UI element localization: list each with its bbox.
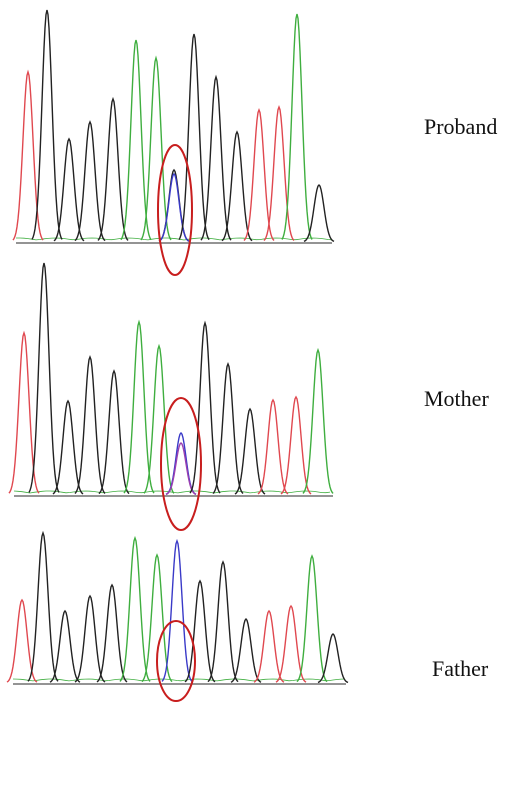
chromatogram-peak (52, 399, 84, 495)
chromatogram-peak (161, 538, 193, 682)
baseline-noise (16, 237, 333, 241)
chromatogram-peak (189, 320, 221, 494)
variant-highlight-ellipse (156, 620, 196, 702)
chromatogram-peak (74, 120, 106, 242)
father-chromatogram (6, 530, 349, 702)
chromatogram-peak (31, 9, 63, 240)
chromatogram-peak (257, 398, 289, 495)
chromatogram-peak (8, 330, 40, 494)
chromatogram-peak (253, 609, 285, 683)
father-label: Father (432, 656, 489, 681)
chromatogram-peak (207, 560, 239, 683)
mother-chromatogram (8, 262, 334, 531)
chromatogram-peak (281, 13, 313, 240)
chromatogram-peak (200, 74, 232, 241)
chromatogram-peak (74, 354, 106, 494)
proband-chromatogram (12, 9, 335, 276)
chromatogram-peak (212, 362, 244, 494)
chromatogram-peak (184, 579, 216, 683)
chromatogram-peak (296, 554, 328, 683)
chromatogram-peak (28, 262, 60, 493)
proband-label: Proband (424, 114, 498, 139)
chromatogram-peak (165, 442, 197, 496)
chromatogram-peak (119, 535, 151, 682)
baseline-noise (13, 490, 331, 494)
chromatogram-peak (49, 609, 81, 683)
chromatogram-peak (234, 407, 266, 495)
chromatogram-peak (178, 33, 210, 241)
chromatogram-peak (263, 104, 295, 241)
chromatogram-peak (280, 395, 312, 495)
chromatogram-peak (303, 183, 335, 243)
chromatogram-peak (221, 130, 253, 242)
chromatogram-peak (96, 583, 128, 683)
chromatogram-peak (27, 530, 59, 682)
chromatogram-peak (302, 347, 334, 494)
mother-label: Mother (424, 386, 489, 411)
chromatogram-peak (143, 343, 175, 494)
baseline-noise (12, 678, 346, 682)
variant-highlight-ellipse (160, 397, 202, 531)
variant-highlight-ellipse (157, 144, 193, 276)
chromatogram-peak (317, 633, 349, 684)
chromatogram-peak (98, 369, 130, 495)
chromatogram-peak (230, 617, 262, 683)
chromatogram-peak (74, 594, 106, 683)
chromatogram-peak (97, 96, 129, 241)
chromatogram-peak (158, 172, 190, 242)
chromatogram-peak (12, 69, 44, 241)
